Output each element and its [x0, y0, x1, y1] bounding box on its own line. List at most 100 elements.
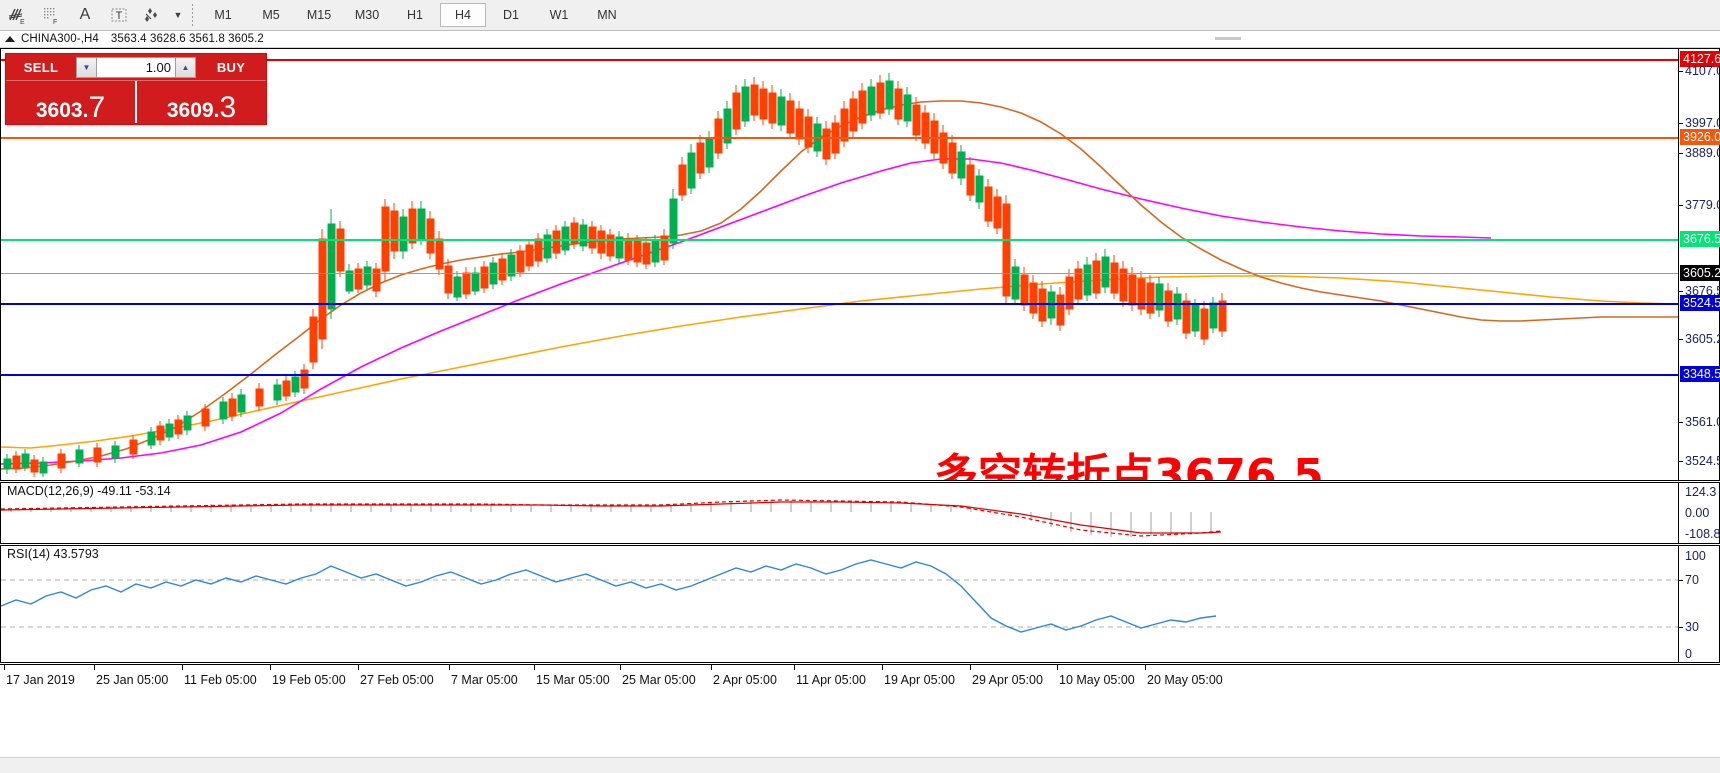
- rsi-line: [1, 559, 1217, 633]
- macd-signal-line: [1, 501, 1222, 534]
- rsi-tick-0: 0: [1685, 647, 1692, 661]
- time-label-2: 11 Feb 05:00: [184, 673, 257, 687]
- text-tool-icon[interactable]: A: [79, 6, 91, 23]
- time-label-4: 27 Feb 05:00: [360, 673, 434, 687]
- time-axis[interactable]: 17 Jan 2019 25 Jan 05:00 11 Feb 05:00 19…: [0, 664, 1720, 695]
- toolbar: E F A T: [0, 0, 1720, 31]
- price-tick-3127: 3524.5: [1685, 454, 1720, 468]
- level-line-3524: [1, 303, 1678, 305]
- time-label-1: 25 Jan 05:00: [96, 673, 169, 687]
- timeframe-m5[interactable]: M5: [262, 8, 280, 22]
- price-tick-3779: 3779.0: [1685, 198, 1720, 212]
- buy-button[interactable]: BUY: [216, 59, 246, 75]
- price-series-svg: [1, 73, 1678, 477]
- buy-price[interactable]: 3609 . 3: [137, 81, 266, 123]
- macd-caption: MACD(12,26,9) -49.11 -53.14: [5, 484, 173, 498]
- rsi-axis[interactable]: 100 70 30 0: [1678, 546, 1719, 662]
- sell-price-int: 3603: [35, 99, 83, 122]
- rsi-pane[interactable]: RSI(14) 43.5793 100 70 30 0: [0, 545, 1720, 663]
- price-tag-resistance-2: 3926.0: [1680, 129, 1720, 145]
- timeframe-m15[interactable]: M15: [306, 8, 332, 22]
- ma-slow-line: [1, 275, 1678, 449]
- collapse-triangle-icon[interactable]: [5, 36, 15, 42]
- volume-value[interactable]: 1.00: [97, 56, 175, 78]
- volume-increase-icon[interactable]: ▲: [175, 56, 196, 78]
- price-tag-resistance-1: 4127.6: [1680, 51, 1720, 67]
- ma-mid-line: [1, 158, 1492, 465]
- timeframe-w1[interactable]: W1: [549, 8, 569, 22]
- rsi-caption: RSI(14) 43.5793: [5, 547, 101, 561]
- svg-text:E: E: [20, 19, 25, 25]
- svg-text:F: F: [53, 19, 57, 25]
- trade-panel-quotes: 3603 . 7 3609 . 3: [6, 80, 266, 123]
- price-tick-3235: 3561.0: [1685, 415, 1720, 429]
- sell-price-frac: 7: [88, 91, 106, 124]
- ohlc-values: 3563.4 3628.6 3561.8 3605.2: [110, 33, 264, 45]
- status-bar: [0, 757, 1720, 773]
- chart-annotation: 多空转折点3676.5: [934, 450, 1324, 480]
- timeframe-m30[interactable]: M30: [354, 8, 380, 22]
- sell-button[interactable]: SELL: [23, 59, 59, 75]
- rsi-tick-70: 70: [1685, 573, 1699, 587]
- volume-decrease-icon[interactable]: ▼: [76, 56, 97, 78]
- time-label-0: 17 Jan 2019: [6, 673, 75, 687]
- macd-tick-max: 124.3: [1685, 485, 1717, 499]
- time-label-7: 25 Mar 05:00: [622, 673, 696, 687]
- indicators-icon[interactable]: E: [0, 1, 34, 29]
- scroll-grip[interactable]: [1215, 37, 1241, 40]
- price-axis[interactable]: 4127.6 4107.0 3997.0 3926.0 3889.0 3779.…: [1678, 49, 1720, 480]
- price-tag-support-2: 3348.5: [1680, 366, 1720, 382]
- macd-main-line: [1, 499, 1222, 537]
- level-line-3926: [1, 137, 1678, 139]
- time-label-11: 29 Apr 05:00: [972, 673, 1043, 687]
- time-label-9: 11 Apr 05:00: [796, 673, 866, 687]
- time-label-3: 19 Feb 05:00: [272, 673, 346, 687]
- price-tick-3889: 3889.0: [1685, 146, 1720, 160]
- price-tick-3997: 3997.0: [1685, 116, 1720, 130]
- macd-tick-min: -108.89: [1685, 527, 1720, 541]
- objects-icon[interactable]: [136, 1, 170, 29]
- time-label-13: 20 May 05:00: [1147, 673, 1223, 687]
- price-tick-3561: 3676.5: [1685, 284, 1720, 298]
- timeframe-d1[interactable]: D1: [503, 8, 519, 22]
- symbol-bar: CHINA300-,H4 3563.4 3628.6 3561.8 3605.2: [0, 31, 1720, 48]
- price-tag-support-1: 3524.5: [1680, 295, 1720, 311]
- rsi-series-svg: [1, 559, 1678, 633]
- volume-stepper[interactable]: ▼ 1.00 ▲: [76, 56, 196, 78]
- toolbar-separator: [192, 4, 193, 26]
- macd-tick-zero: 0.00: [1685, 506, 1710, 520]
- timeframe-mn[interactable]: MN: [597, 8, 617, 22]
- rsi-tick-100: 100: [1685, 549, 1706, 563]
- timeframe-h1[interactable]: H1: [407, 8, 423, 22]
- price-tick-4107: 4107.0: [1685, 64, 1720, 78]
- price-pane[interactable]: 多空转折点3676.5 4127.6 4107.0 3997.0 3926.0 …: [0, 48, 1720, 481]
- svg-text:T: T: [116, 10, 123, 22]
- level-line-3605: [1, 273, 1678, 274]
- macd-pane[interactable]: MACD(12,26,9) -49.11 -53.14: [0, 482, 1720, 544]
- macd-plot[interactable]: [1, 483, 1678, 543]
- trade-panel[interactable]: SELL ▼ 1.00 ▲ BUY 3603 . 7 3609 . 3: [5, 53, 267, 125]
- time-label-8: 2 Apr 05:00: [713, 673, 777, 687]
- rsi-plot[interactable]: [1, 546, 1678, 662]
- buy-price-int: 3609: [166, 99, 214, 122]
- level-line-4127: [1, 59, 1678, 61]
- candlesticks: [3, 73, 1227, 477]
- sell-price[interactable]: 3603 . 7: [6, 81, 137, 123]
- price-plot[interactable]: 多空转折点3676.5: [1, 49, 1678, 480]
- macd-axis[interactable]: 124.3 0.00 -108.89: [1678, 483, 1720, 543]
- level-line-3676: [1, 239, 1678, 241]
- time-label-10: 19 Apr 05:00: [884, 673, 955, 687]
- price-tag-pivot: 3676.5: [1680, 231, 1720, 247]
- grid-icon[interactable]: F: [34, 1, 68, 29]
- sell-price-dot: .: [82, 99, 89, 122]
- chevron-down-icon[interactable]: ▼: [173, 10, 183, 20]
- macd-series-svg: [1, 499, 1222, 537]
- timeframe-h4[interactable]: H4: [440, 3, 486, 27]
- trade-panel-controls: SELL ▼ 1.00 ▲ BUY: [6, 54, 266, 80]
- rsi-tick-30: 30: [1685, 620, 1699, 634]
- time-label-6: 15 Mar 05:00: [536, 673, 610, 687]
- price-tag-last: 3605.2: [1680, 265, 1720, 281]
- timeframe-m1[interactable]: M1: [214, 8, 232, 22]
- text-label-icon[interactable]: T: [102, 1, 136, 29]
- level-line-3348: [1, 374, 1678, 376]
